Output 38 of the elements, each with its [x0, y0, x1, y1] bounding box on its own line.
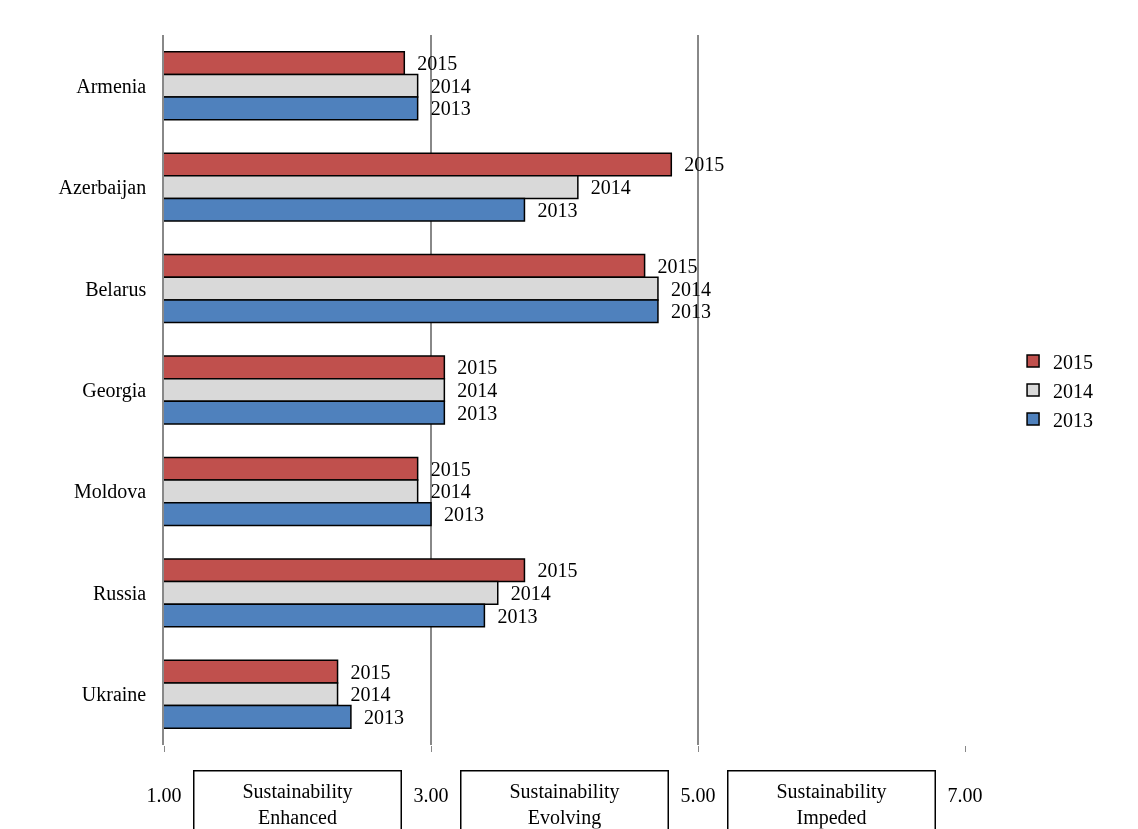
- y-tick-label: Armenia: [76, 74, 147, 97]
- y-tick-label: Belarus: [85, 277, 147, 300]
- text: 2014: [457, 379, 498, 401]
- text: 2013: [444, 503, 484, 526]
- legend-label: 2013: [1053, 408, 1094, 431]
- text: 2014: [430, 480, 471, 503]
- text: 2015: [457, 356, 498, 379]
- text: 2015: [684, 153, 725, 176]
- text: 2013: [457, 401, 498, 424]
- x-tick-label: 7.00: [947, 784, 983, 806]
- y-tick-label: Azerbaijan: [58, 176, 147, 200]
- text: 2015: [537, 559, 578, 582]
- text: 2013: [497, 604, 538, 627]
- text: 2013: [363, 705, 404, 728]
- text: 2015: [657, 254, 698, 277]
- x-tick-label: 3.00: [413, 784, 449, 806]
- x-tick-label: 5.00: [680, 784, 716, 806]
- x-tick-label: 1.00: [146, 784, 182, 806]
- text: Sustainability Evolving: [509, 779, 620, 829]
- text: 2014: [510, 581, 551, 604]
- text: Sustainability Impeded: [776, 779, 887, 829]
- text: 2015: [430, 457, 471, 480]
- legend-label: 2015: [1053, 350, 1094, 373]
- text: 2013: [670, 300, 711, 323]
- text: 2014: [430, 74, 471, 97]
- y-tick-label: Russia: [92, 581, 147, 604]
- legend-label: 2014: [1053, 379, 1094, 402]
- y-tick-label: Moldova: [74, 480, 147, 503]
- text: 2014: [590, 176, 631, 199]
- text: 2013: [430, 97, 471, 120]
- text: 2013: [537, 198, 578, 221]
- y-tick-label: Georgia: [82, 379, 147, 402]
- text: Sustainability Enhanced: [242, 779, 353, 828]
- text: 2014: [670, 277, 711, 300]
- text: 2014: [350, 683, 391, 706]
- text: 2015: [350, 660, 391, 683]
- y-tick-label: Ukraine: [81, 683, 147, 706]
- text: 2015: [417, 52, 458, 75]
